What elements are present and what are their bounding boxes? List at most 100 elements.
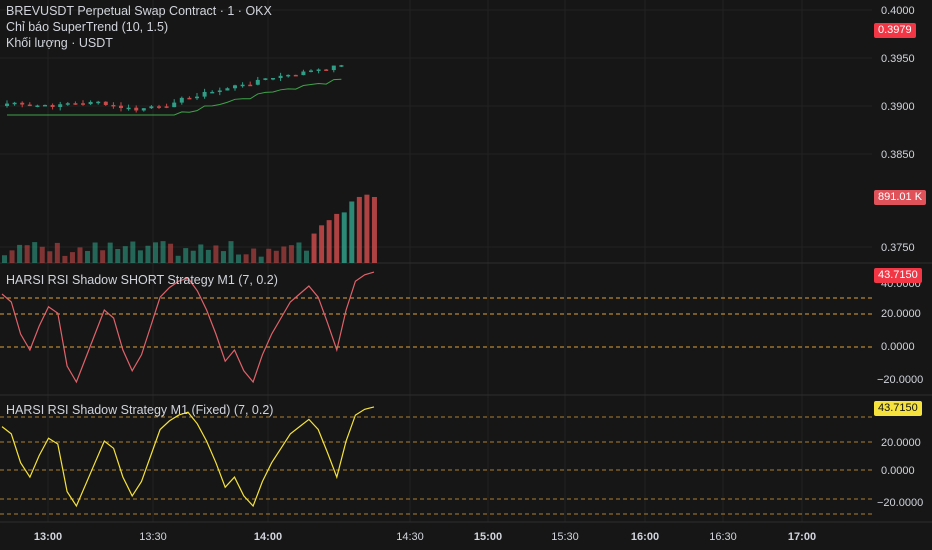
volume-bar [69,252,75,263]
volume-bar [296,242,302,263]
candle-body [240,84,245,87]
price-label-1: 0.3950 [881,53,915,65]
volume-bar [205,249,211,263]
supertrend-legend[interactable]: Chỉ báo SuperTrend (10, 1.5) [6,20,169,34]
volume-bar [243,254,249,263]
volume-bar [281,246,287,263]
candle-body [324,69,329,71]
volume-bar [326,220,332,263]
candle-body [164,106,169,108]
price-label-4: 0.3750 [881,242,915,254]
pane1-label-2: 0.0000 [881,341,915,353]
time-label-2: 14:00 [253,531,283,543]
candle-body [111,104,116,107]
symbol-title[interactable]: BREVUSDT Perpetual Swap Contract · 1 · O… [6,4,272,18]
supertrend-line [7,78,342,116]
candle-body [309,70,313,72]
pane1-oscillator-line [1,271,375,384]
volume-bar [304,250,309,263]
volume-bar [273,250,279,263]
candle-body [43,104,47,107]
candle-body [255,79,260,85]
volume-bar [334,213,340,263]
candle-body [35,105,40,107]
volume-bar [183,248,189,263]
volume-bar [77,247,83,263]
pane1-legend: HARSI RSI Shadow SHORT Strategy M1 (7, 0… [6,272,278,288]
volume-bar [371,197,377,263]
candle-body [225,88,230,91]
pane2-value-badge: 43.7150 [874,401,922,416]
volume-bar [145,245,151,263]
candle-body [293,74,298,77]
candle-body [301,71,306,76]
volume-bar [349,201,355,263]
volume-bar [47,251,53,263]
last-price-badge: 0.3979 [874,23,916,38]
candle-body [149,106,154,109]
volume-bar [356,196,362,263]
candle-body [248,84,253,87]
price-label-3: 0.3850 [881,149,915,161]
pane2-title[interactable]: HARSI RSI Shadow Strategy M1 (Fixed) (7,… [6,403,274,417]
candle-body [339,65,344,67]
volume-bar [175,255,181,263]
pane1-label-3: −20.0000 [877,374,924,386]
volume-bar [9,250,15,263]
volume-bar [251,248,257,263]
time-label-8: 17:00 [787,531,817,543]
volume-bar [137,250,143,263]
candle-body [316,69,321,71]
candle-body [233,85,237,89]
candle-body [187,97,192,100]
volume-bar [85,250,91,263]
volume-bar [100,250,106,263]
pane2-legend: HARSI RSI Shadow Strategy M1 (Fixed) (7,… [6,402,273,418]
volume-bar [236,254,242,263]
volume-bar [341,212,347,263]
candle-body [27,104,32,107]
candle-body [58,104,63,108]
time-label-0: 13:00 [33,531,63,543]
candle-body [179,97,184,103]
volume-bar [17,244,23,263]
volume-bar [153,242,158,263]
pane1-title[interactable]: HARSI RSI Shadow SHORT Strategy M1 (7, 0… [6,273,278,287]
volume-bar [168,243,174,263]
volume-bar [220,251,226,263]
volume-bar [62,255,68,263]
last-volume-badge: 891.01 K [874,190,927,205]
price-label-2: 0.3900 [881,101,915,113]
volume-bar [54,242,60,263]
candle-body [103,101,108,105]
candle-body [119,105,123,109]
main-legend: BREVUSDT Perpetual Swap Contract · 1 · O… [6,3,272,51]
candle-body [5,103,9,106]
time-label-1: 13:30 [139,531,167,543]
candle-body [73,103,78,105]
volume-bar [213,245,219,263]
candle-body [12,102,17,105]
volume-bar [364,194,370,263]
volume-bar [198,244,204,263]
volume-bar [130,241,136,263]
candle-body [210,91,215,94]
candle-body [141,108,146,111]
candle-body [202,91,207,97]
volume-bar [228,241,234,263]
pane2-oscillator-line [1,406,375,508]
volume-bar [39,246,45,263]
volume-bar [288,245,294,263]
candle-body [271,78,275,80]
candle-body [286,74,291,77]
volume-bar [190,250,196,263]
candle-body [88,101,93,105]
volume-bar [258,256,264,263]
volume-legend[interactable]: Khối lượng · USDT [6,36,113,50]
candle-body [217,90,222,92]
time-label-5: 15:30 [551,531,579,543]
candle-body [157,106,161,108]
price-label-0: 0.4000 [881,5,915,17]
volume-bar [24,245,30,263]
